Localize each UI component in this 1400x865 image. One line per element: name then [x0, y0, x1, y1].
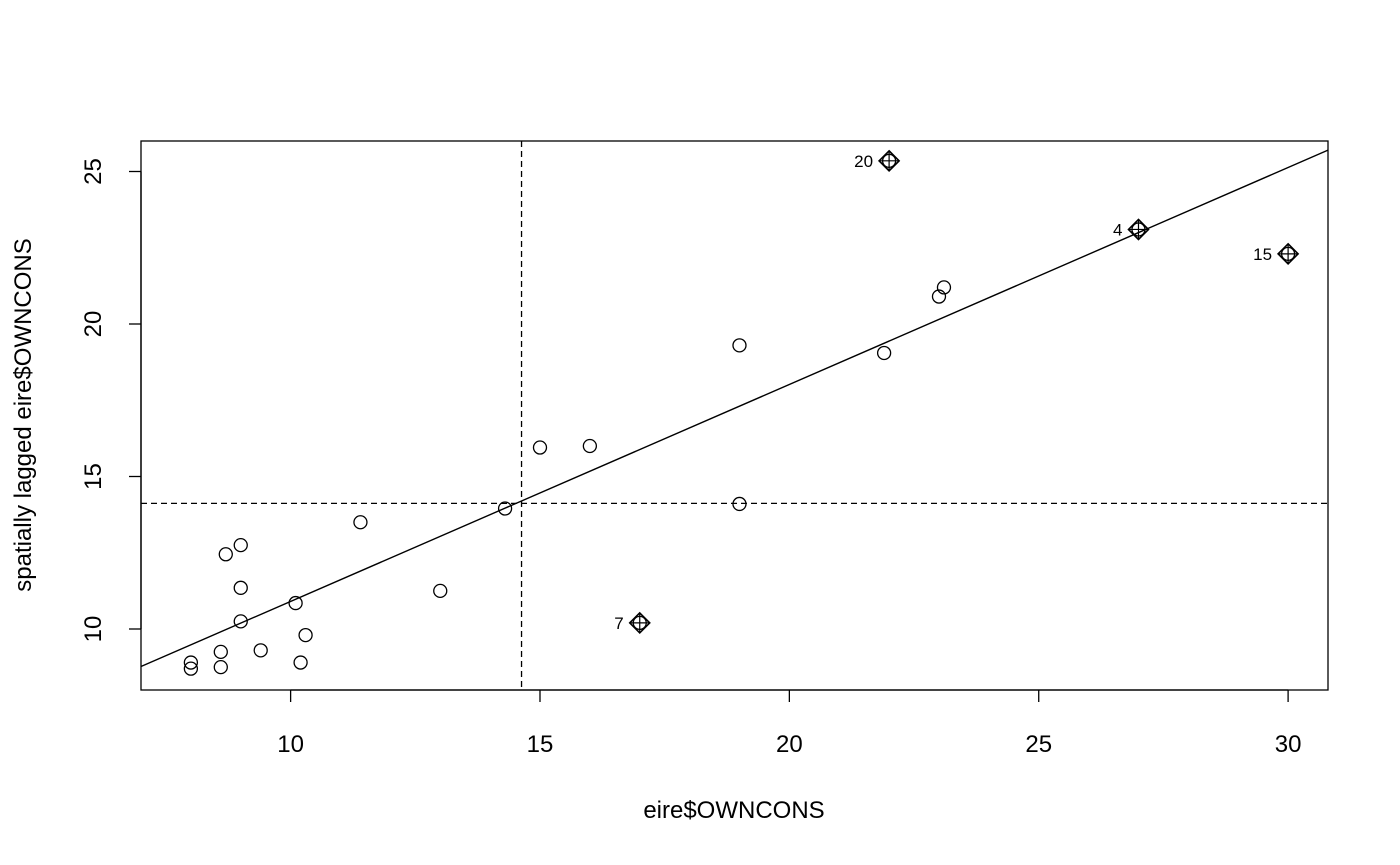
x-tick-label: 15 [527, 731, 554, 758]
plot-marks: 20 4 15 7 [141, 141, 1328, 690]
x-tick-label: 25 [1025, 731, 1052, 758]
plot-frame [140, 140, 1329, 691]
data-point [876, 345, 892, 361]
data-point [298, 627, 313, 643]
data-point [532, 440, 548, 455]
point-label: 15 [1253, 245, 1272, 264]
x-tick-label: 20 [776, 731, 803, 758]
data-point [582, 438, 598, 454]
data-point [233, 580, 248, 595]
influential-point [877, 149, 901, 172]
data-point [732, 496, 747, 512]
y-tick-label: 15 [80, 463, 107, 490]
x-tick-label: 10 [277, 731, 304, 758]
point-label: 7 [614, 614, 623, 633]
data-point [353, 515, 368, 530]
data-point [213, 659, 228, 675]
data-point [253, 643, 268, 658]
influential-point [628, 611, 651, 635]
axes: 10 15 20 25 30 10 15 20 25 [80, 158, 1301, 758]
data-point [732, 338, 747, 353]
y-tick-label: 10 [80, 616, 107, 643]
influential-point [1127, 218, 1150, 241]
data-point [183, 655, 199, 670]
point-label: 4 [1113, 220, 1122, 239]
data-point [433, 583, 448, 599]
data-point [183, 661, 199, 676]
data-point [497, 501, 513, 516]
data-point [233, 537, 248, 553]
data-point [931, 289, 947, 304]
data-point [213, 644, 228, 660]
x-axis-label: eire$OWNCONS [643, 797, 824, 824]
influential-point [1276, 242, 1300, 265]
data-point [288, 595, 303, 611]
y-tick-label: 25 [80, 158, 107, 185]
x-tick-label: 30 [1275, 731, 1302, 758]
data-point [218, 547, 233, 562]
data-point [936, 280, 952, 295]
point-label: 20 [854, 152, 873, 171]
y-tick-label: 20 [80, 311, 107, 338]
y-axis-label: spatially lagged eire$OWNCONS [10, 238, 37, 591]
data-point [233, 614, 248, 629]
data-point [293, 655, 308, 670]
regression-line [141, 149, 1328, 668]
